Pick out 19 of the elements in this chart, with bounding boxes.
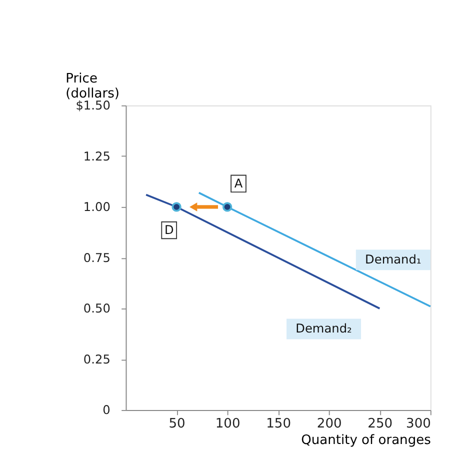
y-tick-label: 0.75 bbox=[83, 250, 110, 265]
x-tick-label: 200 bbox=[316, 416, 342, 432]
x-tick-label: 150 bbox=[266, 416, 292, 432]
x-axis-title: Quantity of oranges bbox=[301, 433, 432, 448]
y-tick-label: 0.25 bbox=[83, 352, 110, 366]
annotation: D bbox=[164, 222, 174, 237]
y-axis-title: Price (dollars) bbox=[66, 72, 120, 102]
y-tick-label: 0.50 bbox=[83, 302, 110, 316]
series-label: Demand₁ bbox=[365, 252, 422, 267]
series-label: Demand₂ bbox=[296, 322, 352, 336]
y-tick-label: 1.25 bbox=[83, 149, 110, 164]
x-tick-label: 250 bbox=[368, 416, 393, 432]
y-tick-label: 0 bbox=[102, 403, 110, 418]
y-tick-label: $1.50 bbox=[76, 98, 110, 113]
y-tick-label: 1.00 bbox=[83, 200, 110, 214]
x-tick-label: 50 bbox=[168, 416, 186, 432]
annotation: A bbox=[234, 176, 244, 190]
x-tick-label: 100 bbox=[215, 416, 240, 432]
x-tick-label: 300 bbox=[406, 416, 431, 432]
